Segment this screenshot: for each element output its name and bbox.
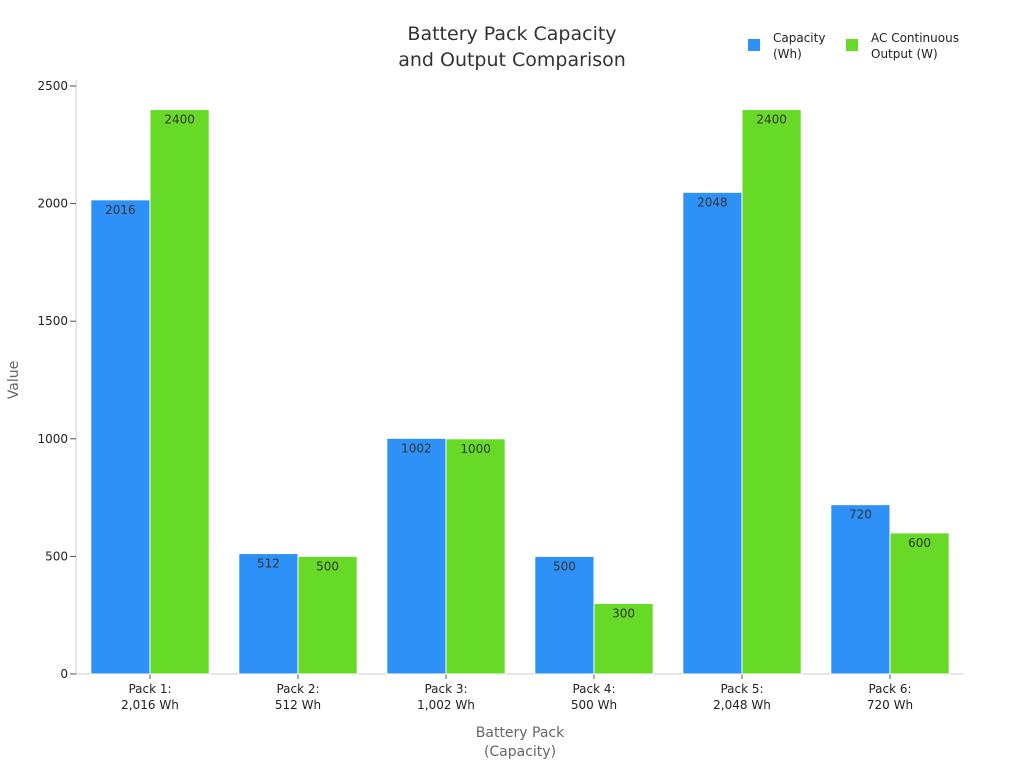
legend-label: Capacity: [773, 31, 825, 45]
x-tick-label: 720 Wh: [867, 698, 913, 712]
bar-value-label: 1002: [401, 441, 432, 455]
y-tick-label: 1000: [37, 432, 68, 446]
bar-value-label: 2016: [105, 203, 136, 217]
x-axis-title: Battery Pack: [476, 725, 565, 741]
bar: [741, 109, 802, 675]
x-tick-label: Pack 4:: [572, 682, 615, 696]
y-tick-label: 0: [60, 667, 68, 681]
bar-value-label: 300: [612, 606, 635, 620]
legend: Capacity (Wh) AC Continuous Output (W): [748, 31, 959, 61]
x-tick-label: Pack 3:: [424, 682, 467, 696]
x-tick-label: 2,016 Wh: [121, 698, 179, 712]
legend-swatch: [846, 39, 858, 51]
x-axis-title: (Capacity): [484, 744, 556, 760]
bar: [445, 438, 506, 675]
bar: [682, 191, 743, 675]
bar-value-label: 2400: [756, 113, 787, 127]
bar-value-label: 2048: [697, 195, 728, 209]
bar-value-label: 600: [908, 536, 931, 550]
legend-label: Output (W): [871, 47, 938, 61]
bar: [386, 437, 447, 675]
x-tick-label: Pack 2:: [276, 682, 319, 696]
x-tick-label: 2,048 Wh: [713, 698, 771, 712]
bar: [297, 555, 358, 675]
bar: [534, 555, 595, 675]
bar: [149, 109, 210, 675]
y-tick-label: 2500: [37, 79, 68, 93]
bar-value-label: 500: [553, 559, 576, 573]
bar: [889, 532, 950, 675]
y-tick-label: 500: [45, 549, 68, 563]
legend-label: AC Continuous: [871, 31, 959, 45]
x-tick-label: 1,002 Wh: [417, 698, 475, 712]
legend-swatch: [748, 39, 760, 51]
bar-value-label: 512: [257, 557, 280, 571]
bar-value-label: 500: [316, 559, 339, 573]
bar-value-label: 720: [849, 508, 872, 522]
legend-label: (Wh): [773, 47, 802, 61]
axes: 0 500 1000 1500 2000 2500 Value Battery Pack (Ca…: [6, 79, 964, 760]
bar-labels: 2016 2400 512 500 1002 1000 500 300 2048 2400 720 6…: [105, 113, 931, 621]
bar-value-label: 1000: [460, 442, 491, 456]
bar-value-label: 2400: [164, 113, 195, 127]
bar: [238, 553, 299, 675]
bar: [593, 602, 654, 675]
x-tick-label: 512 Wh: [275, 698, 321, 712]
chart-title-line: Battery Pack Capacity: [407, 23, 616, 45]
bar: [90, 199, 151, 675]
chart-title-line: and Output Comparison: [398, 49, 626, 71]
x-tick-label: Pack 1:: [128, 682, 171, 696]
y-tick-label: 1500: [37, 314, 68, 328]
chart-title: Battery Pack Capacity and Output Comparis…: [398, 23, 626, 71]
y-axis-title: Value: [6, 361, 22, 399]
bars: [90, 109, 950, 675]
bar: [830, 504, 891, 675]
y-tick-label: 2000: [37, 197, 68, 211]
x-tick-label: Pack 5:: [720, 682, 763, 696]
x-tick-label: 500 Wh: [571, 698, 617, 712]
x-tick-label: Pack 6:: [868, 682, 911, 696]
